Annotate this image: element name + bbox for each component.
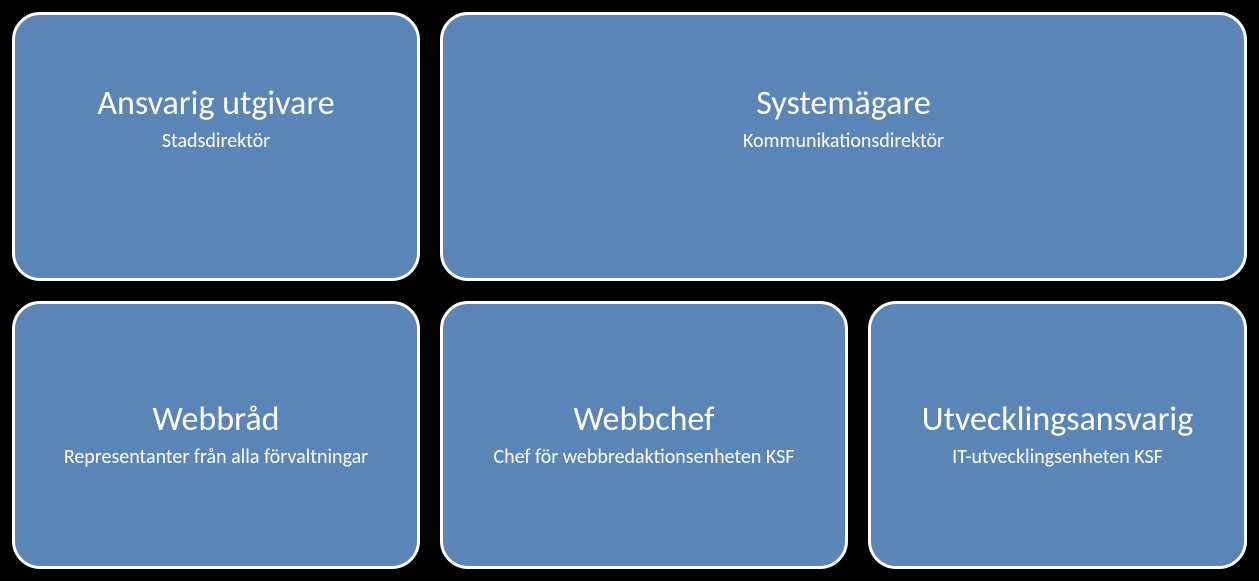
box-webchief-content: Webbchef Chef för webbredaktionsenheten … <box>493 400 794 469</box>
box-dev: Utvecklingsansvarig IT-utvecklingsenhete… <box>868 301 1247 570</box>
box-dev-content: Utvecklingsansvarig IT-utvecklingsenhete… <box>922 400 1194 469</box>
box-publisher: Ansvarig utgivare Stadsdirektör <box>12 12 420 281</box>
box-publisher-title: Ansvarig utgivare <box>97 84 334 125</box>
row-top: Ansvarig utgivare Stadsdirektör Systemäg… <box>12 12 1247 281</box>
box-publisher-content: Ansvarig utgivare Stadsdirektör <box>97 84 334 153</box>
box-owner-content: Systemägare Kommunikationsdirektör <box>743 84 944 153</box>
box-dev-subtitle: IT-utvecklingsenheten KSF <box>952 445 1163 469</box>
box-webchief-subtitle: Chef för webbredaktionsenheten KSF <box>493 445 794 469</box>
box-council: Webbråd Representanter från alla förvalt… <box>12 301 420 570</box>
box-publisher-subtitle: Stadsdirektör <box>162 129 270 153</box>
box-owner: Systemägare Kommunikationsdirektör <box>440 12 1247 281</box>
box-dev-title: Utvecklingsansvarig <box>922 400 1194 441</box>
box-owner-subtitle: Kommunikationsdirektör <box>743 129 944 153</box>
box-owner-title: Systemägare <box>756 84 931 125</box>
box-webchief: Webbchef Chef för webbredaktionsenheten … <box>440 301 848 570</box>
box-council-content: Webbråd Representanter från alla förvalt… <box>64 400 368 469</box>
box-council-subtitle: Representanter från alla förvaltningar <box>64 445 368 469</box>
box-council-title: Webbråd <box>153 400 280 441</box>
box-webchief-title: Webbchef <box>574 400 715 441</box>
row-bottom: Webbråd Representanter från alla förvalt… <box>12 301 1247 570</box>
